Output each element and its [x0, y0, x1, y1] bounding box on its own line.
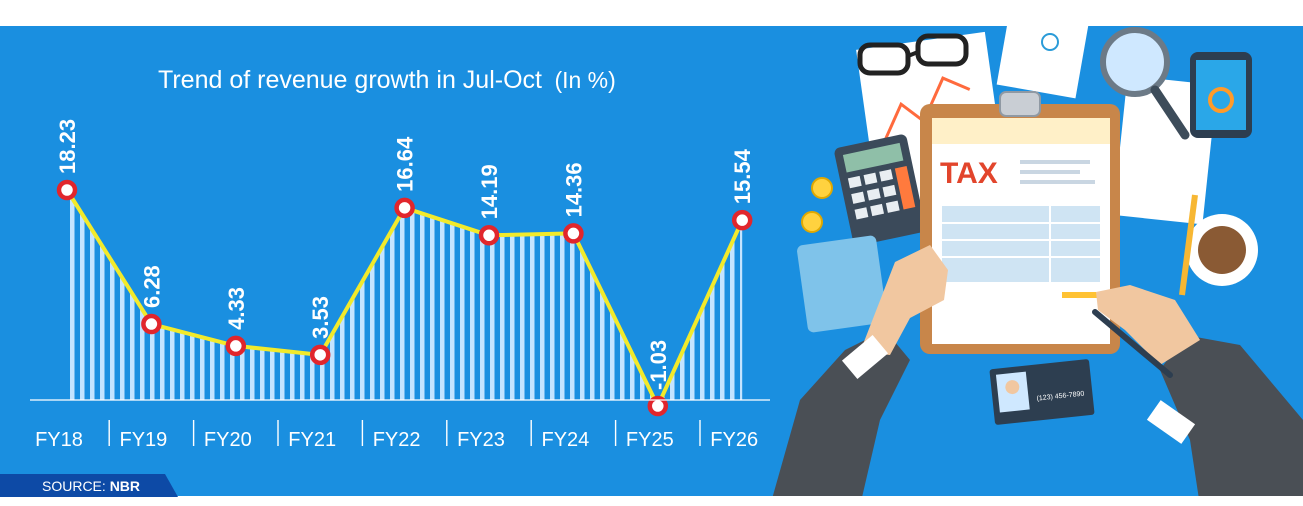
data-markers: [56, 179, 753, 417]
data-point-fy18: [56, 179, 78, 201]
data-point-fy21: [309, 344, 331, 366]
source-name: NBR: [110, 478, 140, 494]
x-tick-label-fy18: FY18: [35, 429, 83, 451]
card-phone: (123) 456-7890: [1036, 391, 1084, 403]
data-label-fy18: 18.23: [55, 119, 80, 174]
x-tick-label-fy21: FY21: [288, 429, 336, 451]
data-label-fy22: 16.64: [393, 136, 418, 192]
x-tick-label-fy23: FY23: [457, 429, 505, 451]
x-tick-label-fy22: FY22: [373, 429, 421, 451]
data-labels: 18.23 6.28 4.33 3.53 16.64 14.19 14.36 -1.03 15.…: [55, 119, 755, 390]
x-tick-label-fy24: FY24: [541, 429, 589, 451]
data-label-fy23: 14.19: [477, 164, 502, 219]
chart-title-unit: (In %): [554, 67, 615, 93]
data-point-fy20: [225, 335, 247, 357]
source-text: SOURCE: NBR: [42, 478, 140, 494]
data-label-fy21: 3.53: [308, 296, 333, 339]
source-prefix: SOURCE:: [42, 478, 110, 494]
tax-label: TAX: [940, 157, 998, 190]
data-point-fy26: [731, 209, 753, 231]
data-point-fy25: [647, 395, 669, 417]
x-tick-label-fy26: FY26: [710, 429, 758, 451]
x-tick-label-fy25: FY25: [626, 429, 674, 451]
data-label-fy24: 14.36: [561, 162, 586, 217]
x-tick-label-fy19: FY19: [119, 429, 167, 451]
data-point-fy19: [141, 313, 162, 335]
tax-document-illustration-icon: TAX (123) 456-7890: [770, 26, 1303, 496]
chart-title-text: Trend of revenue growth in Jul-Oct: [158, 66, 542, 94]
x-axis-ticks: FY18 FY19 FY20 FY21 FY22 FY23 FY24 FY25 FY26: [35, 420, 758, 451]
data-label-fy26: 15.54: [730, 148, 755, 204]
x-tick-label-fy20: FY20: [204, 429, 252, 451]
data-label-fy19: 6.28: [139, 265, 164, 308]
data-label-fy25: -1.03: [646, 340, 671, 390]
data-point-fy24: [563, 223, 584, 244]
data-point-fy23: [478, 225, 500, 246]
source-bar: [0, 474, 178, 497]
data-point-fy22: [394, 197, 415, 219]
data-label-fy20: 4.33: [224, 287, 249, 330]
chart-title: Trend of revenue growth in Jul-Oct (In %…: [158, 66, 616, 94]
